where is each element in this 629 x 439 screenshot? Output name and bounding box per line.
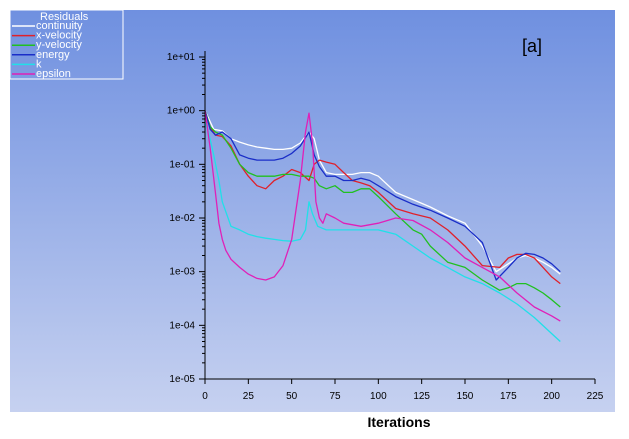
series-line-x-velocity (204, 110, 561, 285)
x-tick-label: 225 (587, 391, 604, 402)
legend-entry: x-velocity (36, 30, 82, 42)
x-tick-label: 50 (286, 391, 298, 402)
legend-entry: epsilon (36, 68, 71, 80)
plot-background (10, 10, 615, 412)
x-tick-label: 200 (543, 391, 560, 402)
series-lines (204, 110, 561, 342)
legend: continuityx-velocityy-velocityenergykeps… (12, 20, 83, 80)
legend-entry: k (36, 58, 42, 70)
y-tick-label: 1e-02 (169, 213, 195, 224)
x-axis-title: Iterations (367, 414, 430, 430)
x-tick-label: 175 (500, 391, 517, 402)
y-tick-label: 1e-01 (169, 159, 195, 170)
y-tick-label: 1e-04 (169, 320, 195, 331)
series-line-k (204, 122, 561, 342)
x-tick-label: 125 (413, 391, 430, 402)
x-tick-label: 75 (329, 391, 341, 402)
x-tick-label: 0 (202, 391, 208, 402)
y-tick-label: 1e+01 (167, 52, 196, 63)
series-line-epsilon (204, 110, 561, 322)
panel-label: [a] (522, 36, 542, 56)
axes (204, 51, 595, 380)
x-tick-label: 150 (457, 391, 474, 402)
y-tick-label: 1e-03 (169, 267, 195, 278)
y-tick-label: 1e+00 (167, 106, 196, 117)
x-tick-label: 25 (243, 391, 255, 402)
series-line-y-velocity (204, 110, 561, 308)
x-tick-label: 100 (370, 391, 387, 402)
series-line-energy (204, 110, 561, 281)
legend-title: Residuals (40, 11, 89, 23)
y-tick-label: 1e-05 (169, 374, 195, 385)
legend-entry: continuity (36, 20, 83, 32)
x-axis-ticks: 0 25 50 75 100 125 150 175 200 225 (202, 379, 604, 402)
legend-box (9, 9, 124, 80)
legend-entry: y-velocity (36, 39, 82, 51)
legend-entry: energy (36, 49, 70, 61)
series-line-continuity (204, 110, 561, 275)
y-axis-ticks: 1e+01 1e+00 1e-01 1e-02 1e-03 1e-04 1e-05 (167, 52, 205, 385)
